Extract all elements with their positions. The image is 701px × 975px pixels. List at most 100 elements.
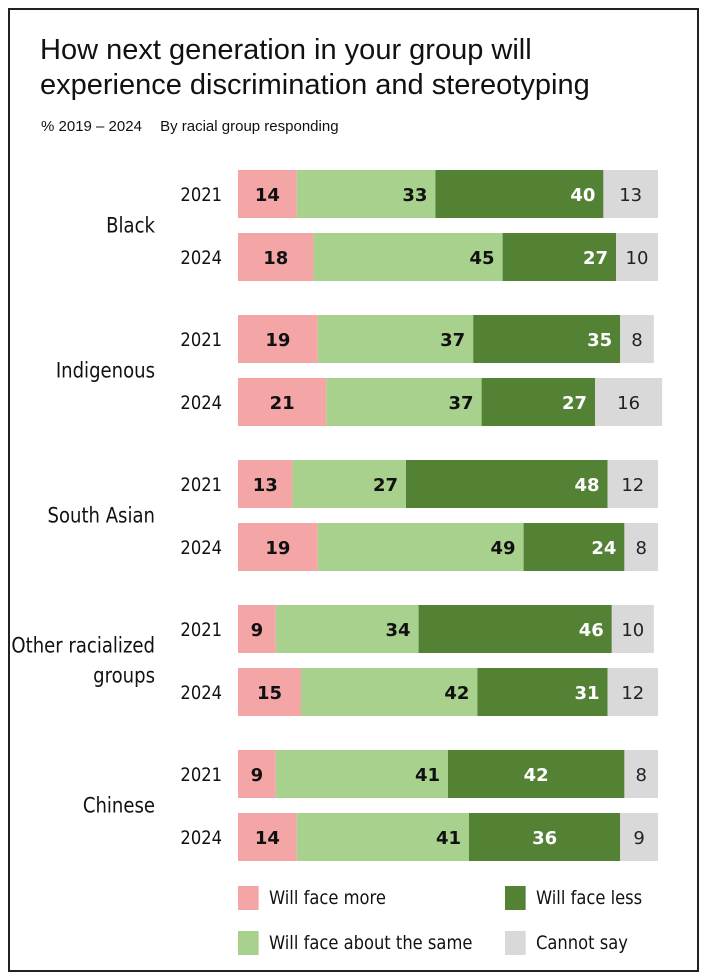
data-label-same: 42 <box>444 683 469 704</box>
year-label: 2021 <box>180 475 222 496</box>
year-label: 2021 <box>180 765 222 786</box>
bar-segment-more <box>238 233 314 281</box>
data-label-same: 37 <box>440 330 465 351</box>
data-label-less: 27 <box>562 393 587 414</box>
data-label-more: 19 <box>265 538 290 559</box>
legend-swatch-less <box>505 886 526 910</box>
bar-segment-same <box>296 813 469 861</box>
bar-segment-more <box>238 378 327 426</box>
bar-segment-more <box>238 460 293 508</box>
year-label: 2024 <box>180 828 222 849</box>
bar-segment-cannot <box>603 170 658 218</box>
data-label-cannot: 13 <box>619 185 642 206</box>
year-label: 2024 <box>180 248 222 269</box>
data-label-same: 37 <box>449 393 474 414</box>
bar-segment-same <box>326 378 482 426</box>
bar-segment-less <box>418 605 612 653</box>
legend-label-less: Will face less <box>535 887 643 909</box>
chart-title: How next generation in your group will e… <box>40 34 590 101</box>
bar-segment-same <box>317 523 524 571</box>
group-label-other-racialized-groups: Other racialized <box>11 633 155 658</box>
bar-segment-less <box>435 170 604 218</box>
data-label-less: 27 <box>583 248 608 269</box>
chart-subtitle: % 2019 – 2024 By racial group responding <box>41 118 353 135</box>
bar-segment-more <box>238 750 276 798</box>
bar-segment-less <box>448 750 625 798</box>
legend-swatch-cannot <box>505 931 526 955</box>
data-label-same: 33 <box>402 185 427 206</box>
data-label-cannot: 8 <box>631 330 642 351</box>
bar-segment-less <box>481 378 595 426</box>
bar-segment-cannot <box>624 523 658 571</box>
subtitle-period: % 2019 – 2024 <box>41 118 142 135</box>
data-label-less: 48 <box>575 475 600 496</box>
bar-segment-less <box>523 523 625 571</box>
data-label-more: 9 <box>251 620 264 641</box>
bar-segment-more <box>238 170 297 218</box>
data-label-same: 49 <box>491 538 516 559</box>
legend-item-more: Will face more <box>238 886 386 910</box>
bar-segment-cannot <box>620 315 654 363</box>
bar-segment-less <box>477 668 608 716</box>
data-label-cannot: 10 <box>621 620 644 641</box>
data-label-cannot: 10 <box>626 248 649 269</box>
bar-segment-same <box>275 750 448 798</box>
data-label-more: 21 <box>270 393 295 414</box>
data-label-more: 18 <box>263 248 288 269</box>
data-label-more: 13 <box>253 475 278 496</box>
data-label-more: 9 <box>251 765 264 786</box>
data-label-more: 15 <box>257 683 282 704</box>
data-label-cannot: 8 <box>635 538 646 559</box>
group-label-south-asian: South Asian <box>48 503 155 528</box>
data-label-more: 14 <box>255 185 280 206</box>
bar-segment-less <box>502 233 616 281</box>
data-label-less: 35 <box>587 330 612 351</box>
year-label: 2021 <box>180 620 222 641</box>
group-label-indigenous: Indigenous <box>56 358 155 383</box>
bar-segment-more <box>238 813 297 861</box>
bar-segment-more <box>238 605 276 653</box>
data-label-cannot: 9 <box>633 828 644 849</box>
year-label: 2021 <box>180 185 222 206</box>
data-label-less: 46 <box>579 620 604 641</box>
legend-item-less: Will face less <box>505 886 642 910</box>
data-label-same: 41 <box>415 765 440 786</box>
bar-segment-same <box>301 668 478 716</box>
legend-label-cannot: Cannot say <box>535 932 628 954</box>
legend-label-more: Will face more <box>268 887 386 909</box>
legend-item-same: Will face about the same <box>238 931 472 955</box>
bar-segment-less <box>473 315 621 363</box>
data-label-less: 40 <box>570 185 595 206</box>
legend-item-cannot: Cannot say <box>505 931 628 955</box>
legend-label-same: Will face about the same <box>268 932 473 954</box>
legend-swatch-more <box>238 886 259 910</box>
data-label-cannot: 16 <box>617 393 640 414</box>
bar-segment-cannot <box>611 605 654 653</box>
data-label-cannot: 8 <box>635 765 646 786</box>
year-label: 2024 <box>180 538 222 559</box>
bar-segment-less <box>469 813 621 861</box>
data-label-less: 31 <box>575 683 600 704</box>
bar-segment-more <box>238 523 318 571</box>
group-label-chinese: Chinese <box>83 793 155 818</box>
data-label-same: 45 <box>470 248 495 269</box>
data-label-more: 19 <box>265 330 290 351</box>
data-label-more: 14 <box>255 828 280 849</box>
year-label: 2021 <box>180 330 222 351</box>
bar-segment-cannot <box>607 460 658 508</box>
bar-segment-same <box>313 233 503 281</box>
bar-segment-more <box>238 668 301 716</box>
bar-segment-cannot <box>607 668 658 716</box>
data-label-less: 36 <box>532 828 557 849</box>
data-label-less: 24 <box>591 538 616 559</box>
subtitle-description: By racial group responding <box>160 118 339 135</box>
bar-segment-cannot <box>595 378 663 426</box>
bar-segment-same <box>317 315 474 363</box>
bar-segment-cannot <box>616 233 658 281</box>
bar-segment-cannot <box>620 813 658 861</box>
data-label-same: 34 <box>386 620 411 641</box>
data-label-less: 42 <box>524 765 549 786</box>
bar-segment-same <box>275 605 419 653</box>
data-label-same: 41 <box>436 828 461 849</box>
